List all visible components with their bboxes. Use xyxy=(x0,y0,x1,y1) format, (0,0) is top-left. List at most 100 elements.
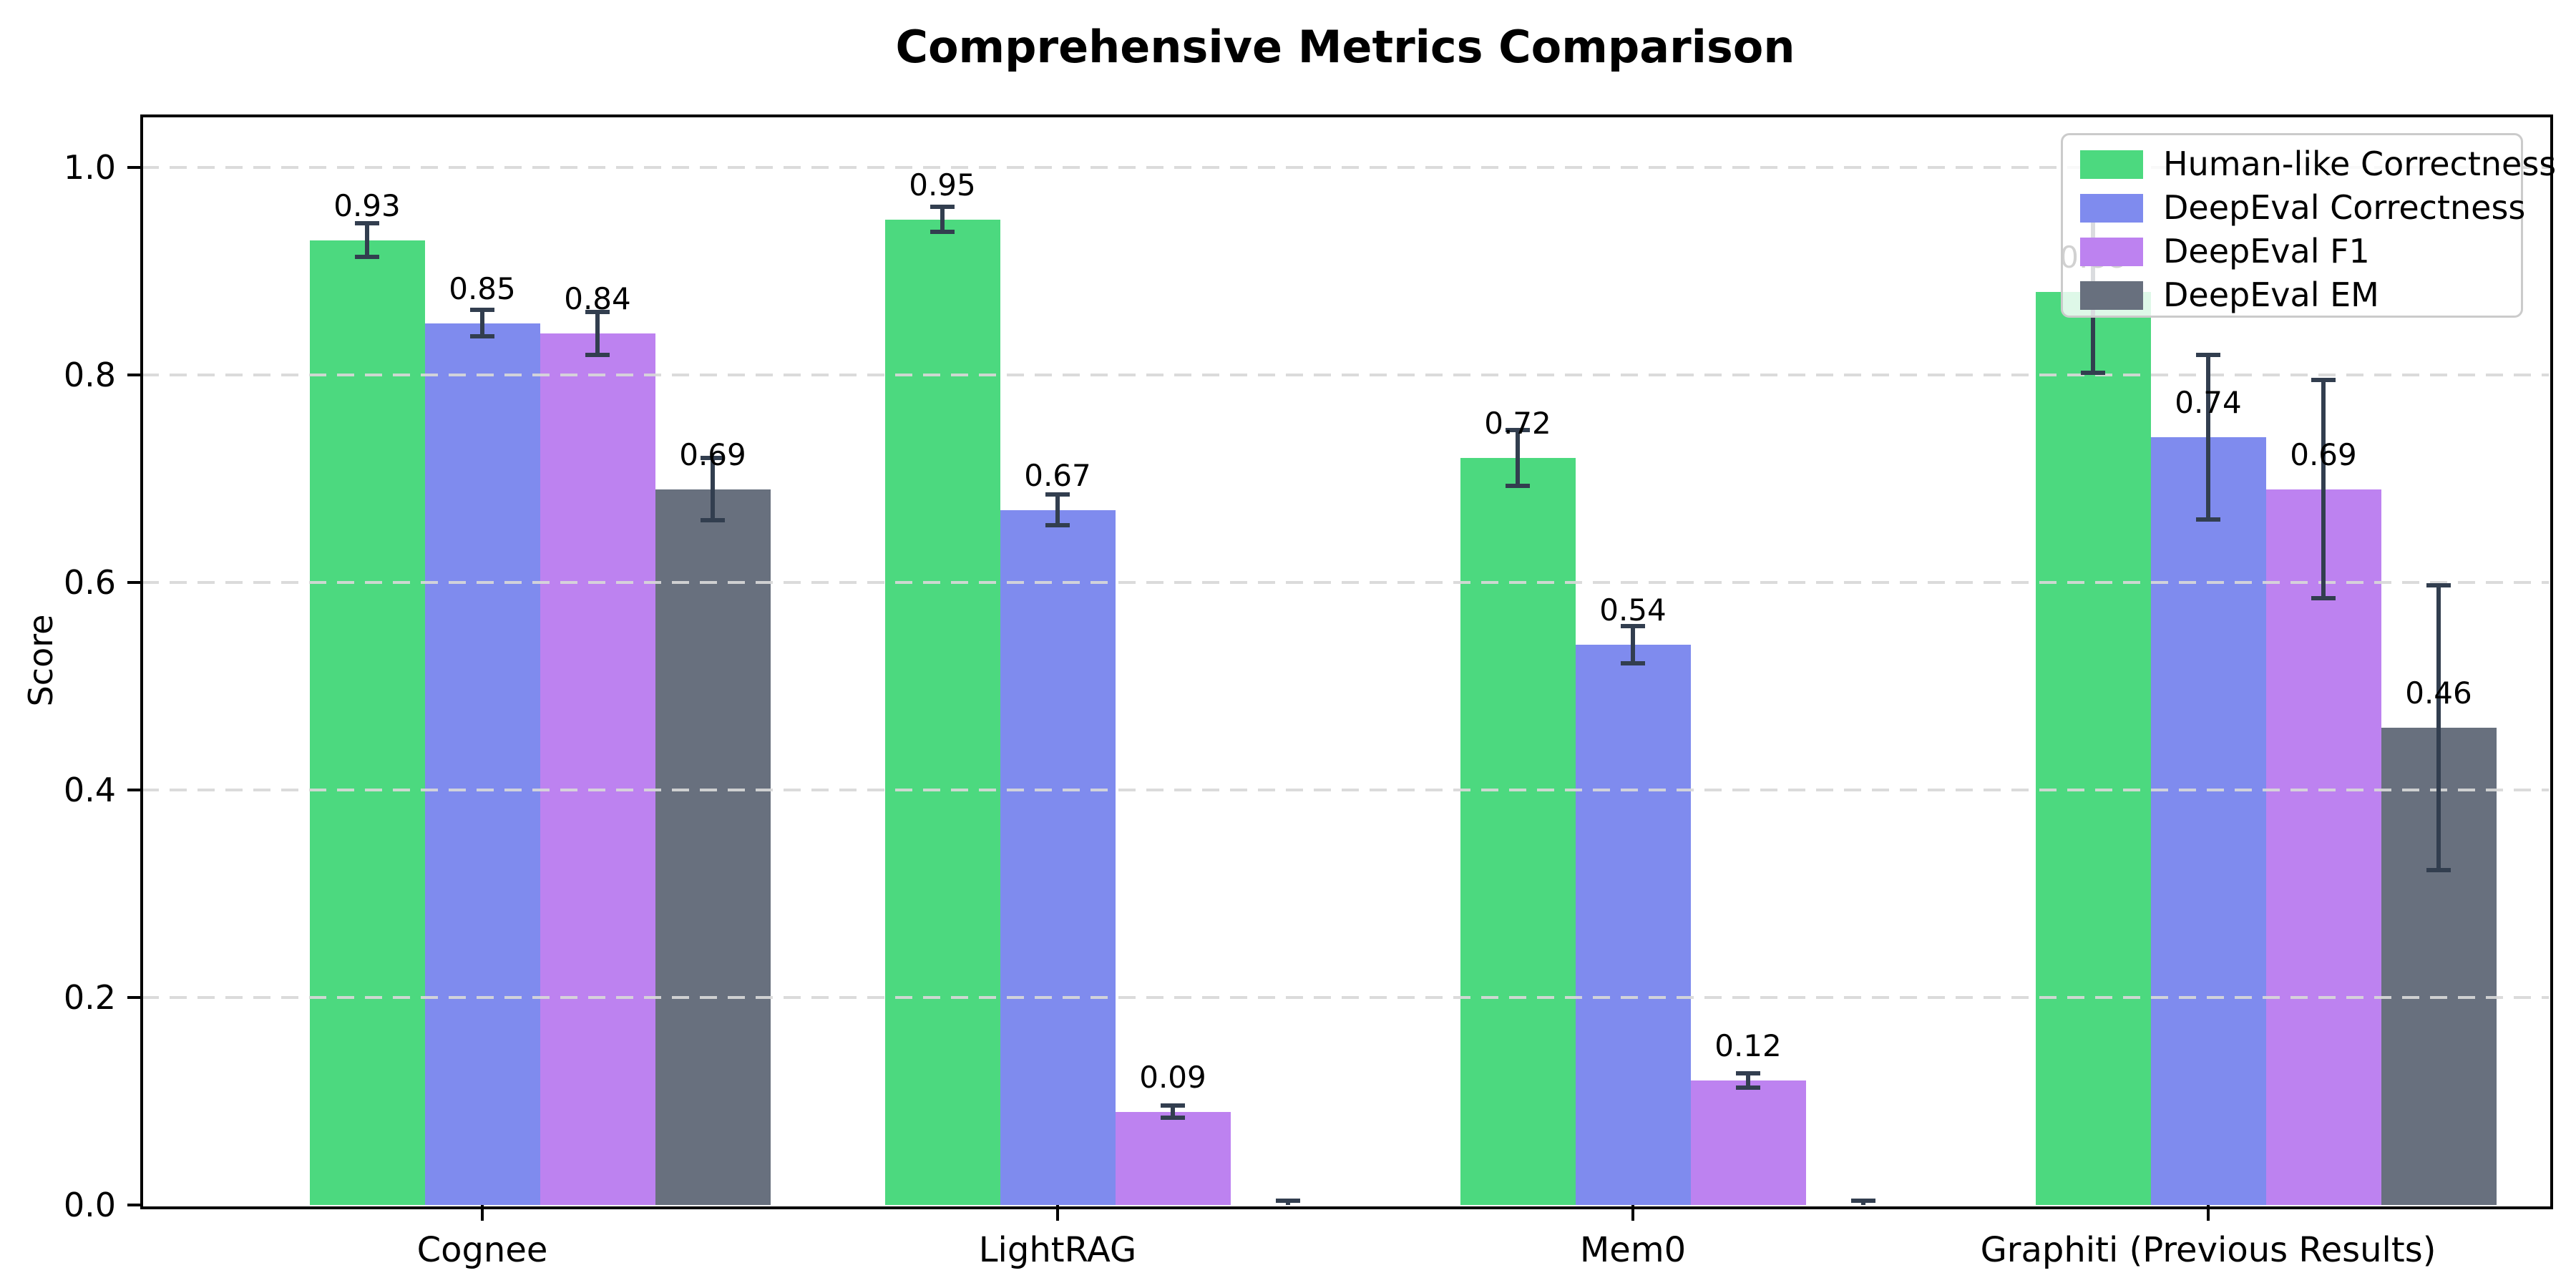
error-bar-cap xyxy=(585,353,610,358)
error-bar-cap xyxy=(1161,1103,1185,1108)
x-category-label: Cognee xyxy=(416,1230,548,1270)
legend-item: DeepEval F1 xyxy=(2063,230,2521,273)
error-bar-cap xyxy=(585,309,610,314)
y-tick-label: 0.6 xyxy=(63,563,116,602)
error-bar xyxy=(940,207,945,232)
bar-value-label: 0.95 xyxy=(909,167,976,203)
x-tick xyxy=(481,1205,484,1221)
error-bar-cap xyxy=(1161,1116,1185,1121)
error-bar xyxy=(1516,429,1520,487)
bar-value-label: 0.54 xyxy=(1599,592,1667,628)
error-bar-cap xyxy=(2196,353,2220,358)
gridline xyxy=(142,581,2549,584)
error-bar xyxy=(1631,625,1635,664)
bar xyxy=(1000,509,1116,1205)
bar xyxy=(1460,458,1576,1205)
y-tick xyxy=(127,1204,142,1206)
bar xyxy=(540,333,655,1205)
bar xyxy=(1575,645,1691,1205)
error-bar-cap xyxy=(1045,492,1070,497)
y-tick-label: 0.8 xyxy=(63,356,116,394)
error-bar-cap xyxy=(470,334,494,339)
error-bar-cap xyxy=(1851,1199,1875,1204)
y-tick-label: 0.4 xyxy=(63,771,116,809)
gridline xyxy=(142,166,2549,169)
y-tick-label: 1.0 xyxy=(63,148,116,187)
gridline xyxy=(142,374,2549,376)
legend-label: DeepEval F1 xyxy=(2163,232,2370,270)
bar xyxy=(1690,1080,1806,1205)
x-tick xyxy=(1631,1205,1634,1221)
error-bar-cap xyxy=(355,254,379,259)
error-bar-cap xyxy=(1736,1085,1760,1091)
bar-value-label: 0.74 xyxy=(2175,385,2242,420)
legend-item: DeepEval EM xyxy=(2063,273,2521,317)
x-category-label: Graphiti (Previous Results) xyxy=(1980,1230,2436,1270)
error-bar-cap xyxy=(2311,378,2336,383)
error-bar xyxy=(2206,355,2210,519)
error-bar-cap xyxy=(1621,661,1645,666)
error-bar xyxy=(2321,380,2326,598)
bar-value-label: 0.93 xyxy=(333,187,401,223)
y-tick xyxy=(127,789,142,791)
error-bar xyxy=(1746,1073,1750,1088)
legend-swatch xyxy=(2080,238,2143,266)
legend-item: Human-like Correctness xyxy=(2063,142,2556,186)
error-bar-cap xyxy=(1506,427,1530,432)
legend-item: DeepEval Correctness xyxy=(2063,186,2525,230)
legend-swatch xyxy=(2080,150,2143,179)
bar xyxy=(424,323,540,1205)
legend-label: Human-like Correctness xyxy=(2163,145,2557,183)
bar xyxy=(2035,292,2151,1205)
error-bar-cap xyxy=(2196,517,2220,522)
y-tick-label: 0.0 xyxy=(63,1186,116,1224)
chart-title: Comprehensive Metrics Comparison xyxy=(895,21,1795,73)
bar-value-label: 0.46 xyxy=(2405,675,2472,711)
error-bar xyxy=(1055,494,1060,526)
y-axis-label: Score xyxy=(21,614,60,707)
x-category-label: LightRAG xyxy=(978,1230,1137,1270)
error-bar-cap xyxy=(2426,867,2451,872)
gridline xyxy=(142,789,2549,791)
bar xyxy=(655,489,771,1205)
error-bar xyxy=(365,223,369,257)
y-tick-label: 0.2 xyxy=(63,978,116,1017)
error-bar xyxy=(711,458,715,520)
error-bar-cap xyxy=(701,518,725,522)
bar-value-label: 0.72 xyxy=(1484,406,1551,441)
x-category-label: Mem0 xyxy=(1579,1230,1687,1270)
bar-value-label: 0.12 xyxy=(1714,1028,1782,1063)
error-bar-cap xyxy=(1276,1199,1300,1204)
error-bar-cap xyxy=(470,307,494,312)
legend-label: DeepEval Correctness xyxy=(2163,188,2526,227)
y-tick xyxy=(127,996,142,999)
error-bar-cap xyxy=(1621,623,1645,628)
bar-value-label: 0.85 xyxy=(449,270,516,306)
legend-label: DeepEval EM xyxy=(2163,275,2379,314)
error-bar xyxy=(2436,585,2441,870)
error-bar xyxy=(480,309,484,337)
bar xyxy=(309,240,425,1205)
x-tick xyxy=(1056,1205,1059,1221)
error-bar-cap xyxy=(2081,371,2105,376)
error-bar xyxy=(595,311,600,356)
y-tick xyxy=(127,581,142,584)
x-tick xyxy=(2207,1205,2210,1221)
bar-value-label: 0.69 xyxy=(679,436,746,472)
error-bar-cap xyxy=(1045,523,1070,528)
bar-value-label: 0.09 xyxy=(1139,1059,1206,1095)
error-bar-cap xyxy=(2426,583,2451,588)
bar-value-label: 0.84 xyxy=(564,281,631,316)
legend-swatch xyxy=(2080,194,2143,223)
error-bar-cap xyxy=(930,229,955,234)
error-bar xyxy=(1171,1105,1175,1118)
error-bar-cap xyxy=(355,221,379,226)
y-tick xyxy=(127,166,142,169)
legend: Human-like Correctness DeepEval Correctne… xyxy=(2061,133,2556,318)
error-bar-cap xyxy=(1506,484,1530,489)
legend-swatch xyxy=(2080,281,2143,310)
y-tick xyxy=(127,374,142,376)
error-bar-cap xyxy=(701,456,725,460)
bar xyxy=(1115,1111,1231,1205)
